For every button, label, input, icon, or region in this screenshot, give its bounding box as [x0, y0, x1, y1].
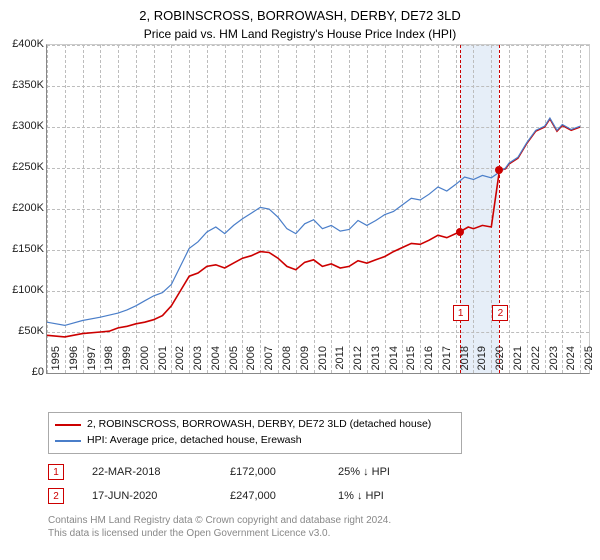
footer-attribution: Contains HM Land Registry data © Crown c…	[48, 514, 391, 540]
chart-subtitle: Price paid vs. HM Land Registry's House …	[0, 25, 600, 41]
y-tick-label: £100K	[4, 284, 44, 296]
x-tick-label: 2001	[157, 346, 169, 376]
x-tick-label: 2007	[263, 346, 275, 376]
trade-delta: 25% ↓ HPI	[338, 466, 390, 478]
footer-line-2: This data is licensed under the Open Gov…	[48, 527, 391, 540]
trade-price: £172,000	[230, 466, 310, 478]
legend-label: HPI: Average price, detached house, Erew…	[87, 433, 302, 449]
x-tick-label: 2003	[192, 346, 204, 376]
x-tick-label: 2018	[459, 346, 471, 376]
trade-row: 1 22-MAR-2018 £172,000 25% ↓ HPI	[48, 460, 390, 484]
trade-badge: 2	[48, 488, 64, 504]
chart-title: 2, ROBINSCROSS, BORROWASH, DERBY, DE72 3…	[0, 0, 600, 25]
x-tick-label: 2012	[352, 346, 364, 376]
trades-table: 1 22-MAR-2018 £172,000 25% ↓ HPI 2 17-JUN-202…	[48, 460, 390, 508]
series-svg	[47, 45, 589, 373]
trade-price: £247,000	[230, 490, 310, 502]
legend-label: 2, ROBINSCROSS, BORROWASH, DERBY, DE72 3…	[87, 417, 431, 433]
x-tick-label: 2024	[565, 346, 577, 376]
footer-line-1: Contains HM Land Registry data © Crown c…	[48, 514, 391, 527]
x-tick-label: 2015	[405, 346, 417, 376]
marker-badge-on-plot: 1	[453, 305, 469, 321]
trade-date: 22-MAR-2018	[92, 466, 202, 478]
legend-swatch	[55, 440, 81, 442]
y-tick-label: £400K	[4, 38, 44, 50]
x-tick-label: 2017	[441, 346, 453, 376]
x-tick-label: 2022	[530, 346, 542, 376]
x-tick-label: 2006	[245, 346, 257, 376]
x-tick-label: 2002	[174, 346, 186, 376]
x-tick-label: 2004	[210, 346, 222, 376]
x-tick-label: 1996	[68, 346, 80, 376]
x-tick-label: 2016	[423, 346, 435, 376]
x-tick-label: 2013	[370, 346, 382, 376]
x-tick-label: 2008	[281, 346, 293, 376]
y-tick-label: £350K	[4, 79, 44, 91]
chart-area: 12 £0£50K£100K£150K£200K£250K£300K£350K£…	[0, 44, 600, 404]
legend-swatch	[55, 424, 81, 426]
marker-point	[456, 228, 464, 236]
marker-badge-on-plot: 2	[492, 305, 508, 321]
trade-delta: 1% ↓ HPI	[338, 490, 384, 502]
x-tick-label: 1999	[121, 346, 133, 376]
y-tick-label: £250K	[4, 161, 44, 173]
x-tick-label: 2010	[317, 346, 329, 376]
x-tick-label: 2025	[583, 346, 595, 376]
trade-row: 2 17-JUN-2020 £247,000 1% ↓ HPI	[48, 484, 390, 508]
y-tick-label: £300K	[4, 120, 44, 132]
x-tick-label: 2009	[299, 346, 311, 376]
x-tick-label: 2014	[388, 346, 400, 376]
trade-date: 17-JUN-2020	[92, 490, 202, 502]
x-tick-label: 2019	[476, 346, 488, 376]
x-tick-label: 1997	[86, 346, 98, 376]
legend-row: HPI: Average price, detached house, Erew…	[55, 433, 455, 449]
x-tick-label: 2020	[494, 346, 506, 376]
x-tick-label: 2011	[334, 346, 346, 376]
x-tick-label: 2023	[548, 346, 560, 376]
y-tick-label: £50K	[4, 325, 44, 337]
x-tick-label: 1995	[50, 346, 62, 376]
trade-badge: 1	[48, 464, 64, 480]
y-tick-label: £0	[4, 366, 44, 378]
legend-row: 2, ROBINSCROSS, BORROWASH, DERBY, DE72 3…	[55, 417, 455, 433]
x-tick-label: 1998	[103, 346, 115, 376]
x-tick-label: 2005	[228, 346, 240, 376]
y-tick-label: £200K	[4, 202, 44, 214]
x-tick-label: 2021	[512, 346, 524, 376]
y-tick-label: £150K	[4, 243, 44, 255]
marker-point	[495, 166, 503, 174]
legend-box: 2, ROBINSCROSS, BORROWASH, DERBY, DE72 3…	[48, 412, 462, 454]
plot-area: 12	[46, 44, 590, 374]
series-blue_hpi	[47, 118, 580, 325]
chart-container: 2, ROBINSCROSS, BORROWASH, DERBY, DE72 3…	[0, 0, 600, 560]
x-tick-label: 2000	[139, 346, 151, 376]
